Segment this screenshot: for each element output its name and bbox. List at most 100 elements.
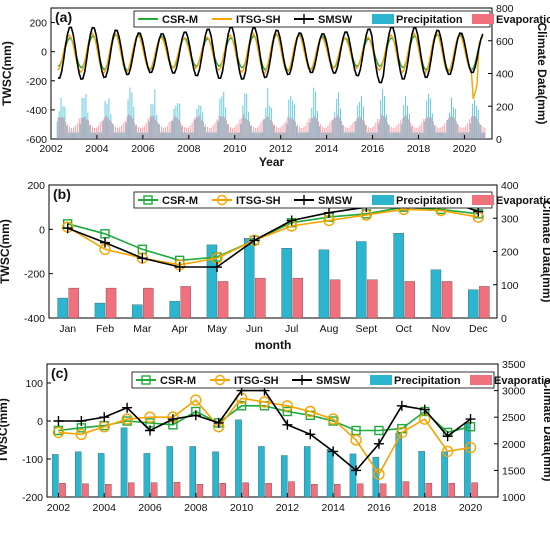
evap-bar: [157, 122, 159, 139]
evap-bar: [451, 116, 453, 139]
evap-bar: [463, 127, 465, 139]
precip-bar: [284, 132, 286, 139]
precip-bar: [384, 96, 386, 139]
evap-bar: [314, 116, 316, 139]
precip-bar: [217, 121, 219, 139]
point-smsw: [373, 438, 384, 449]
precip-bar: [324, 132, 326, 139]
precip-bar: [435, 132, 437, 139]
evap-bar: [289, 118, 291, 139]
precip-bar: [422, 132, 424, 139]
precip-bar: [221, 96, 223, 139]
evap-bar: [73, 127, 74, 139]
precip-bar: [282, 132, 284, 139]
precip-bar: [250, 125, 252, 139]
evap-bar: [63, 117, 65, 139]
precip-bar: [332, 120, 334, 139]
evap-bar: [281, 125, 283, 139]
evap-bar: [283, 123, 285, 139]
evap-bar: [143, 287, 154, 319]
x-tick-label: 2014: [321, 502, 345, 514]
evap-bar: [300, 127, 302, 139]
precip-bar: [380, 99, 382, 139]
evap-bar: [59, 483, 66, 498]
evap-bar: [266, 116, 268, 139]
y-tick-label-left: -600: [26, 134, 47, 146]
evap-bar: [423, 119, 425, 139]
evap-bar: [453, 117, 455, 139]
panel-label: (a): [55, 9, 72, 25]
precip-bar: [190, 132, 192, 139]
evap-bar: [164, 127, 166, 139]
evap-bar: [153, 115, 155, 139]
point-smsw: [76, 416, 87, 426]
precip-bar: [194, 119, 196, 139]
precip-bar: [420, 132, 422, 139]
evap-bar: [291, 117, 293, 139]
precip-bar: [349, 453, 357, 498]
evap-bar: [124, 120, 126, 139]
precip-bar: [112, 124, 114, 139]
x-tick-label: 2016: [367, 502, 391, 514]
legend-label: CSR-M: [162, 195, 198, 207]
x-tick-label: 2004: [85, 143, 109, 155]
legend-label: ITSG-SH: [236, 195, 281, 207]
evap-bar: [406, 115, 407, 139]
precip-bar: [183, 132, 185, 139]
evap-bar: [205, 124, 206, 139]
x-tick-label: 2008: [184, 502, 208, 514]
evap-bar: [427, 117, 428, 139]
point-itsg-sh: [304, 405, 316, 418]
point-smsw: [465, 414, 476, 425]
evap-bar: [128, 114, 130, 139]
evap-bar: [105, 484, 112, 498]
precip-bar: [362, 106, 364, 139]
precip-bar: [311, 107, 313, 139]
x-tick-label: 2008: [177, 143, 201, 155]
precip-bar: [127, 99, 129, 139]
legend-label: SMSW: [316, 375, 351, 387]
evap-bar: [99, 122, 101, 139]
legend-marker: [143, 195, 153, 205]
legend-swatch: [372, 195, 394, 205]
point-smsw: [305, 429, 316, 440]
evap-bar: [448, 118, 450, 139]
point-smsw: [100, 237, 110, 248]
legend-label: SMSW: [318, 14, 353, 26]
evap-bar: [450, 116, 451, 139]
series-line-itsg-sh: [58, 397, 471, 476]
x-tick-label: Nov: [432, 323, 451, 335]
precip-bar: [307, 132, 309, 139]
evap-bar: [440, 127, 442, 139]
evap-bar: [444, 123, 446, 139]
precip-bar: [238, 132, 240, 139]
evap-bar: [224, 117, 226, 139]
y-axis-right-label: Climate Data(mm): [541, 379, 550, 481]
evap-bar: [285, 121, 287, 139]
evap-bar: [90, 124, 92, 139]
point-itsg-sh: [327, 413, 339, 425]
precip-bar: [431, 113, 433, 139]
precip-bar: [356, 241, 367, 319]
evap-bar: [252, 126, 254, 139]
precip-bar: [259, 132, 261, 139]
evap-bar: [337, 115, 339, 139]
evap-bar: [180, 286, 191, 319]
x-tick-label: Dec: [469, 323, 488, 335]
precip-bar: [286, 123, 288, 139]
y-tick-label-left: 100: [25, 378, 43, 390]
evap-bar: [191, 122, 193, 139]
point-smsw: [286, 215, 297, 226]
precip-bar: [131, 92, 133, 139]
precip-bar: [137, 132, 139, 139]
point-itsg-sh: [258, 396, 271, 408]
precip-bar: [441, 451, 448, 498]
precip-bar: [146, 132, 148, 139]
evap-bar: [71, 127, 72, 139]
evap-bar: [430, 117, 432, 139]
evap-bar: [396, 125, 398, 139]
precip-bar: [483, 132, 485, 139]
evap-bar: [143, 125, 145, 139]
precip-bar: [399, 132, 401, 139]
evap-bar: [404, 116, 406, 139]
